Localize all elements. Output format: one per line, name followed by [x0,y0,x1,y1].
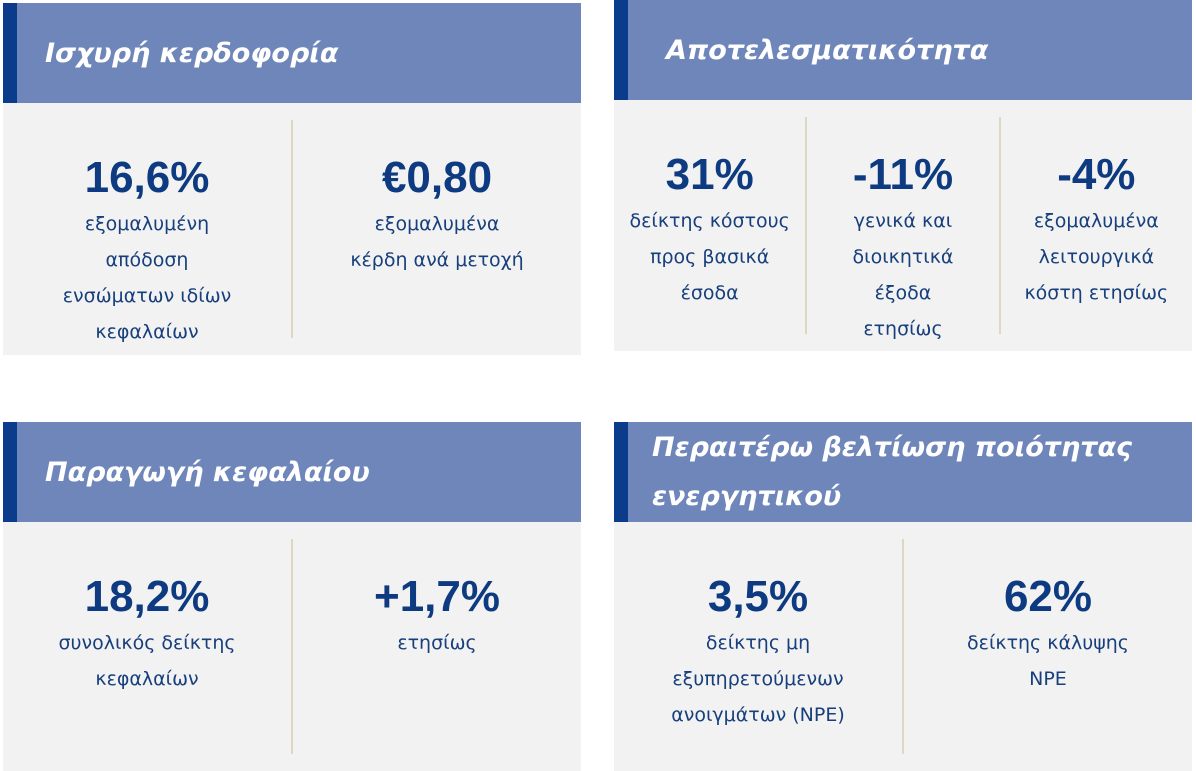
panel-header: Ισχυρή κερδοφορία [3,3,581,103]
metric-label: γενικά και διοικητικά έξοδα ετησίως [852,210,954,340]
metric: 16,6% εξομαλυμένη απόδοση ενσώματων ιδίων… [3,120,291,343]
panel-body: 18,2% συνολικός δείκτης κεφαλαίων +1,7% ετη… [3,522,581,771]
metric: +1,7% ετησίως [291,539,581,754]
panel: Ισχυρή κερδοφορία 16,6% εξομαλυμένη απόδοσ… [3,3,581,355]
panel-title: Παραγωγή κεφαλαίου [45,456,370,488]
panel-body: 31% δείκτης κόστους προς βασικά έσοδα -11%… [614,100,1192,351]
metric-value: 18,2% [84,572,210,621]
panel-header: Παραγωγή κεφαλαίου [3,422,581,522]
metric-label: εξομαλυμένα κέρδη ανά μετοχή [350,213,524,271]
metric-value: €0,80 [381,153,493,202]
panel-title: Ισχυρή κερδοφορία [45,37,339,69]
metric: -4% εξομαλυμένα λειτουργικά κόστη ετησίως [998,117,1192,334]
panel: Παραγωγή κεφαλαίου 18,2% συνολικός δείκτης… [3,422,581,771]
panel-body: 16,6% εξομαλυμένη απόδοση ενσώματων ιδίων… [3,103,581,355]
panel-body: 3,5% δείκτης μη εξυπηρετούμενων ανοιγμάτω… [614,522,1192,771]
metric-label: συνολικός δείκτης κεφαλαίων [58,632,236,690]
metric-label: δείκτης κόστους προς βασικά έσοδα [629,210,790,304]
metric-value: -11% [852,150,954,199]
panel-header: Περαιτέρω βελτίωση ποιότητας ενεργητικού [614,422,1192,522]
metric-label: ετησίως [397,632,477,654]
metric-value: -4% [1057,150,1136,199]
metric-value: 31% [665,150,754,199]
metric: -11% γενικά και διοικητικά έξοδα ετησίως [805,117,998,340]
metric-label: δείκτης κάλυψης NPE [967,632,1129,690]
metric-value: 62% [1003,572,1093,621]
metric: 62% δείκτης κάλυψης NPE [902,539,1192,754]
metric-label: εξομαλυμένη απόδοση ενσώματων ιδίων κεφα… [62,213,232,343]
metric-label: εξομαλυμένα λειτουργικά κόστη ετησίως [1024,210,1169,304]
metric: 3,5% δείκτης μη εξυπηρετούμενων ανοιγμάτω… [614,539,902,754]
metric-value: 3,5% [707,572,809,621]
panel-title: Περαιτέρω βελτίωση ποιότητας ενεργητικού [652,432,1133,512]
metric-value: 16,6% [84,153,210,202]
metric-value: +1,7% [374,572,500,621]
panel: Αποτελεσματικότητα 31% δείκτης κόστους προ… [614,0,1192,351]
panel: Περαιτέρω βελτίωση ποιότητας ενεργητικού… [614,422,1192,771]
panel-header: Αποτελεσματικότητα [614,0,1192,100]
panel-title: Αποτελεσματικότητα [666,34,989,66]
metric: 31% δείκτης κόστους προς βασικά έσοδα [614,117,805,334]
metric: €0,80 εξομαλυμένα κέρδη ανά μετοχή [291,120,581,338]
metric: 18,2% συνολικός δείκτης κεφαλαίων [3,539,291,754]
metric-label: δείκτης μη εξυπηρετούμενων ανοιγμάτων (N… [671,632,845,726]
